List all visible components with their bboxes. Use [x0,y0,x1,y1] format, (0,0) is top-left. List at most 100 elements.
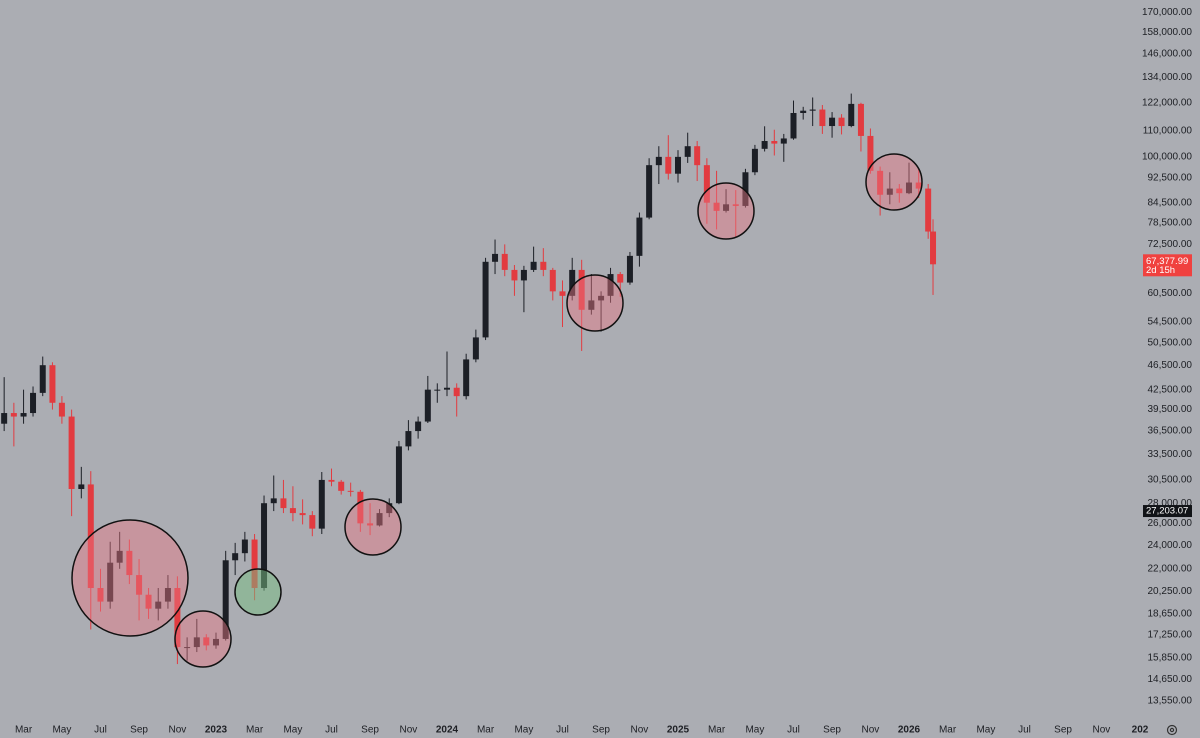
candle-body [136,575,143,595]
candle-body [347,490,354,492]
x-tick-label: May [283,725,302,736]
candle-body [261,503,268,589]
highlight-circle [174,610,232,668]
candle-body [838,117,845,127]
candle-body [549,269,556,292]
candle-body [107,562,114,602]
highlight-circle [344,498,402,556]
candle-body [97,588,104,602]
gear-outer [1166,724,1178,736]
x-tick-label: 2025 [667,725,690,736]
x-tick-label: Jul [94,725,107,736]
candle-body [78,484,85,489]
candle-body [848,103,855,127]
y-tick-label: 60,500.00 [1148,288,1193,299]
x-tick-label: Mar [15,725,33,736]
x-tick-label: Nov [400,725,418,736]
candle-body [299,513,306,516]
x-tick-label: Sep [361,725,379,736]
candle-body [761,141,768,149]
candle-body [588,300,595,310]
candle-body [174,588,181,648]
candle-body [58,402,65,417]
y-tick-label: 39,500.00 [1148,404,1193,415]
gear-inner [1169,727,1175,733]
candles [1,93,937,665]
candle-body [665,156,672,174]
candle-body [857,103,864,136]
highlight-circle [71,519,189,637]
candle-body [598,295,605,301]
y-tick-label: 92,500.00 [1148,173,1193,184]
y-tick-label: 14,650.00 [1148,674,1193,685]
candle-body [453,387,460,397]
candle-body [367,523,374,526]
y-tick-label: 24,000.00 [1148,540,1193,551]
x-tick-label: May [514,725,533,736]
y-tick-label: 170,000.00 [1142,7,1192,18]
y-tick-label: 78,500.00 [1148,217,1193,228]
y-tick-label: 33,500.00 [1148,449,1193,460]
candle-body [405,431,412,447]
y-tick-label: 46,500.00 [1148,360,1193,371]
candle-body [39,365,46,393]
candle-body [30,392,37,414]
candle-body [222,560,229,639]
x-tick-label: Sep [592,725,610,736]
candle-body [905,182,912,194]
candle-body [520,269,527,281]
candle-body [742,172,749,206]
x-tick-label: Mar [939,725,957,736]
y-tick-label: 84,500.00 [1148,197,1193,208]
y-tick-label: 54,500.00 [1148,317,1193,328]
y-tick-label: 36,500.00 [1148,426,1193,437]
y-tick-label: 134,000.00 [1142,72,1192,83]
candle-body [626,255,633,283]
x-tick-label: Sep [823,725,841,736]
x-tick-label: Nov [169,725,187,736]
candle-body [646,165,653,218]
candle-body [809,109,816,111]
settings-icon[interactable] [1166,724,1178,736]
countdown-label: 2d 15h [1146,265,1175,276]
candle-body [212,638,219,646]
candle-body [434,389,441,391]
candle-body [338,481,345,491]
candle-body [482,261,489,338]
candle-body [925,188,932,232]
y-tick-label: 110,000.00 [1143,126,1193,137]
candle-body [251,539,258,589]
candle-body [780,138,787,144]
x-tick-label: Mar [708,725,726,736]
candle-body [607,274,614,296]
y-tick-label: 17,250.00 [1148,630,1193,641]
x-tick-label: Jul [556,725,569,736]
y-tick-label: 146,000.00 [1142,49,1192,60]
highlight-circle [566,274,624,332]
candle-body [674,156,681,174]
x-tick-label: Jul [1018,725,1031,736]
candle-body [829,117,836,127]
x-tick-label: Nov [1093,725,1111,736]
y-tick-label: 30,500.00 [1148,475,1193,486]
candle-body [309,515,316,529]
candle-body [617,274,624,283]
candle-body [415,421,422,432]
candle-body [1,413,8,424]
candle-body [501,253,508,270]
candle-body [443,387,450,390]
candle-body [915,182,922,189]
y-tick-label: 122,000.00 [1142,97,1192,108]
candle-body [49,365,56,403]
candle-body [386,503,393,514]
candle-body [10,413,17,417]
candle-body [751,148,758,173]
y-tick-label: 42,500.00 [1148,384,1193,395]
highlight-circle [865,153,923,211]
candle-body [930,231,937,265]
candle-body [492,253,499,262]
candle-body [819,109,826,127]
last-price-label: 67,377.99 [1146,256,1188,267]
candle-body [732,204,739,206]
